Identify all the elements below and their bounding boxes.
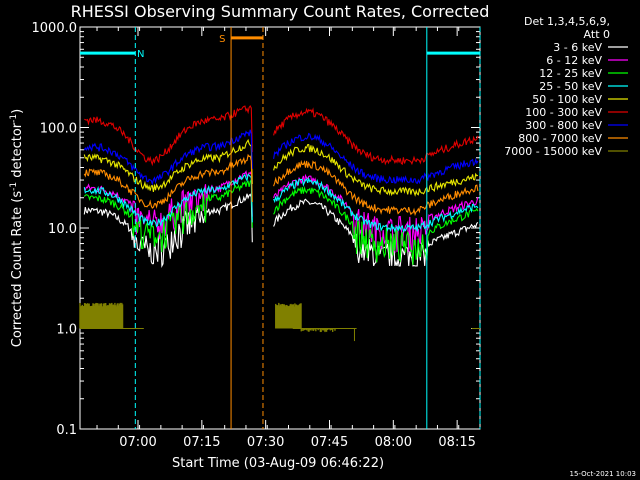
legend-header: Att 0 xyxy=(584,28,610,41)
event-bar-2: S xyxy=(219,27,264,429)
x-axis-label: Start Time (03-Aug-09 06:46:22) xyxy=(172,456,384,471)
y-tick-label: 1000.0 xyxy=(32,21,78,36)
series-4 xyxy=(83,138,479,197)
series-8 xyxy=(79,302,480,342)
x-tick-label: 07:45 xyxy=(311,435,348,450)
chart-title: RHESSI Observing Summary Count Rates, Co… xyxy=(71,2,490,21)
y-tick-label: 100.0 xyxy=(40,122,77,137)
legend-item-label: 3 - 6 keV xyxy=(553,41,602,54)
series-line xyxy=(273,107,479,166)
series-7 xyxy=(83,153,479,217)
series-line xyxy=(273,198,479,267)
y-axis-label: Corrected Count Rate (s-1 detector-1) xyxy=(9,109,25,347)
series-line xyxy=(273,185,479,265)
series-line xyxy=(83,153,253,209)
legend-header: Det 1,3,4,5,6,9, xyxy=(524,15,610,28)
x-tick-label: 07:00 xyxy=(119,435,156,450)
series-line xyxy=(84,169,253,240)
series-line xyxy=(273,159,479,217)
event-bar-1 xyxy=(426,27,481,429)
plot-area: 1000.0 100.0 10.0 1.0 0.1 07:00 07:15 07:30 07:4… xyxy=(32,21,481,450)
legend-item-label: 6 - 12 keV xyxy=(546,54,602,67)
series-line xyxy=(83,173,253,228)
series-line xyxy=(273,144,479,197)
x-tick-label: 08:00 xyxy=(375,435,412,450)
legend-item-label: 50 - 100 keV xyxy=(532,93,602,106)
series-line xyxy=(273,132,479,185)
legend-item-label: 7000 - 15000 keV xyxy=(504,145,602,158)
series-0 xyxy=(83,193,479,268)
legend-item-label: 100 - 300 keV xyxy=(525,106,602,119)
series-line xyxy=(84,104,253,167)
series-6 xyxy=(83,129,479,186)
x-tick-label: 07:30 xyxy=(247,435,284,450)
y-tick-label: 1.0 xyxy=(56,323,77,338)
series-line xyxy=(83,138,253,192)
svg-text:Corrected Count Rate (s-1 dete: Corrected Count Rate (s-1 detector-1) xyxy=(9,109,25,347)
event-bar-0: N xyxy=(80,27,144,429)
y-tick-label: 10.0 xyxy=(48,222,77,237)
series-5 xyxy=(84,104,479,167)
x-tick-label: 08:15 xyxy=(438,435,475,450)
series-line xyxy=(83,193,253,268)
legend-item-label: 800 - 7000 keV xyxy=(518,132,602,145)
footer-timestamp: 15-Oct-2021 10:03 xyxy=(570,470,636,478)
series-line xyxy=(83,129,253,186)
event-label: N xyxy=(137,49,144,60)
legend-item-label: 12 - 25 keV xyxy=(539,67,602,80)
legend-item-label: 300 - 800 keV xyxy=(525,119,602,132)
event-label: S xyxy=(219,34,225,45)
legend-item-label: 25 - 50 keV xyxy=(539,80,602,93)
y-tick-label: 0.1 xyxy=(56,423,77,438)
series-3 xyxy=(83,173,479,234)
series-line xyxy=(273,176,479,234)
x-tick-label: 07:15 xyxy=(183,435,220,450)
